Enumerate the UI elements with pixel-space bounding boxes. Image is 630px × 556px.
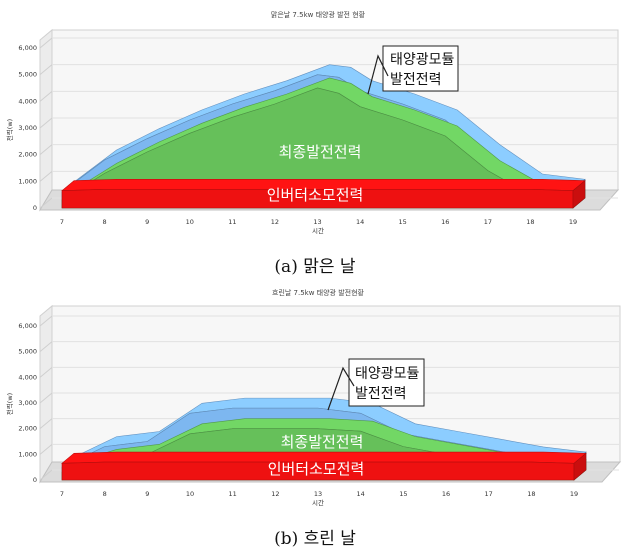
x-tick-label: 18 <box>526 218 534 226</box>
callout-box <box>348 358 425 407</box>
callout-module-power: 태양광모듈 발전전력 <box>367 45 459 95</box>
y-tick-label: 6,000 <box>18 322 37 330</box>
series-inverter-power <box>61 451 587 481</box>
gridline-side <box>39 144 53 156</box>
area-label-inverter-power: 인버터소모전력 <box>267 186 364 204</box>
x-tick-label: 14 <box>356 218 364 226</box>
area-label-final-power: 최종발전전력 <box>279 143 362 161</box>
x-tick-label: 14 <box>357 490 365 498</box>
x-tick-label: 10 <box>186 490 194 498</box>
chart-cloudy-day: 흐린날 7.5kw 태양광 발전현황 0 1,000 2,000 3,000 4,000… <box>5 288 622 549</box>
x-tick-label: 9 <box>145 218 149 226</box>
gridline-side <box>39 315 53 327</box>
x-tick-label: 13 <box>313 218 321 226</box>
y-tick-label: 2,000 <box>18 425 37 433</box>
gridline-side <box>39 341 53 353</box>
callout-pointer <box>367 54 389 95</box>
x-axis-label: 시간 <box>312 498 324 507</box>
y-axis-label: 전력(w) <box>5 119 14 141</box>
series-areas <box>61 397 587 481</box>
gridline-side <box>39 117 53 129</box>
x-tick-label: 10 <box>186 218 194 226</box>
x-tick-label: 17 <box>485 490 493 498</box>
y-axis-ticks: 0 1,000 2,000 3,000 4,000 5,000 6,000 <box>18 44 37 212</box>
x-tick-label: 7 <box>60 218 64 226</box>
gridline-side <box>39 197 53 209</box>
y-tick-label: 6,000 <box>18 44 37 52</box>
area-end-cap <box>573 452 587 481</box>
x-tick-label: 15 <box>399 490 407 498</box>
callout-module-power: 태양광모듈 발전전력 <box>327 358 425 411</box>
y-tick-label: 3,000 <box>18 399 37 407</box>
gridline-side <box>39 469 53 481</box>
y-tick-label: 5,000 <box>18 348 37 356</box>
y-tick-label: 1,000 <box>18 450 37 458</box>
area-end-cap <box>572 180 586 209</box>
x-axis-label: 시간 <box>312 226 324 235</box>
series-areas <box>61 64 586 209</box>
y-tick-label: 3,000 <box>18 124 37 132</box>
gridline-side <box>39 37 53 49</box>
caption: (b) 흐린 날 <box>274 529 356 549</box>
x-axis-ticks: 7 8 9 10 11 12 13 14 15 16 17 18 19 <box>60 490 578 498</box>
x-tick-label: 11 <box>228 218 236 226</box>
callout-line-1: 태양광모듈 <box>355 366 420 382</box>
x-tick-label: 16 <box>441 218 449 226</box>
callout-line-2: 발전전력 <box>355 386 407 402</box>
gridline-side <box>39 392 53 404</box>
series-inverter-power <box>61 179 586 209</box>
y-tick-label: 5,000 <box>18 71 37 79</box>
area-front-face <box>61 461 575 481</box>
gridline-side <box>39 170 53 182</box>
gridline-side <box>39 443 53 455</box>
caption: (a) 맑은 날 <box>274 257 355 277</box>
y-tick-label: 2,000 <box>18 151 37 159</box>
x-tick-label: 12 <box>271 490 279 498</box>
x-tick-label: 15 <box>399 218 407 226</box>
area-label-inverter-power: 인버터소모전력 <box>268 460 365 478</box>
y-tick-label: 4,000 <box>18 97 37 105</box>
x-tick-label: 16 <box>442 490 450 498</box>
gridline-side <box>39 418 53 430</box>
gridline-side <box>39 90 53 102</box>
x-axis-ticks: 7 8 9 10 11 12 13 14 15 16 17 18 19 <box>60 218 577 226</box>
y-axis-label: 전력(w) <box>5 393 14 415</box>
x-tick-label: 8 <box>103 218 107 226</box>
y-tick-label: 1,000 <box>18 177 37 185</box>
x-tick-label: 12 <box>271 218 279 226</box>
x-tick-label: 8 <box>103 490 107 498</box>
callout-line-2: 발전전력 <box>390 72 442 88</box>
callout-box <box>382 45 459 92</box>
gridline-side <box>39 64 53 76</box>
y-axis-ticks: 0 1,000 2,000 3,000 4,000 5,000 6,000 <box>18 322 37 484</box>
chart-title: 흐린날 7.5kw 태양광 발전현황 <box>272 288 365 297</box>
chart-sunny-day: 맑은날 7.5kw 태양광 발전 현황 0 1,000 2,000 3,000 4,00… <box>5 10 620 277</box>
area-front-face <box>61 189 574 209</box>
x-tick-label: 19 <box>570 490 578 498</box>
y-tick-label: 0 <box>33 476 37 484</box>
x-tick-label: 13 <box>314 490 322 498</box>
area-label-final-power: 최종발전전력 <box>281 433 364 451</box>
x-tick-label: 19 <box>569 218 577 226</box>
chart-title: 맑은날 7.5kw 태양광 발전 현황 <box>271 10 366 19</box>
x-tick-label: 7 <box>60 490 64 498</box>
callout-pointer <box>327 366 355 411</box>
x-tick-label: 18 <box>527 490 535 498</box>
x-tick-label: 9 <box>145 490 149 498</box>
y-tick-label: 0 <box>33 204 37 212</box>
x-tick-label: 11 <box>229 490 237 498</box>
gridline-side <box>39 366 53 378</box>
x-tick-label: 17 <box>484 218 492 226</box>
callout-line-1: 태양광모듈 <box>390 52 455 68</box>
y-tick-label: 4,000 <box>18 373 37 381</box>
